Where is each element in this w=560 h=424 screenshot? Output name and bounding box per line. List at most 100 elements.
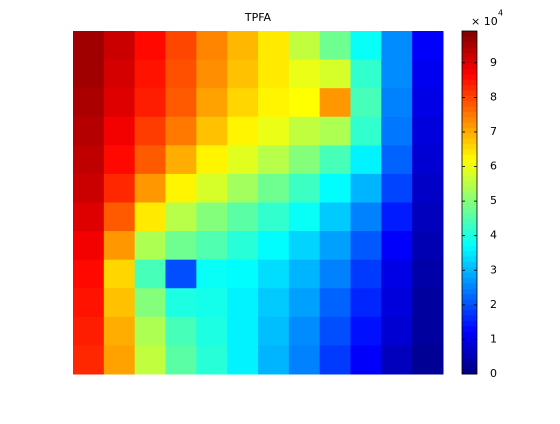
colorbar-swatch	[462, 272, 477, 279]
heatmap-cell	[319, 231, 351, 261]
heatmap-cell	[134, 202, 166, 232]
heatmap-cell	[412, 88, 444, 118]
heatmap-cell	[227, 316, 259, 346]
heatmap-cell	[258, 173, 290, 203]
heatmap-cell	[134, 316, 166, 346]
heatmap-cell	[288, 31, 321, 61]
heatmap-cell	[196, 345, 228, 375]
heatmap-cell	[196, 145, 228, 175]
heatmap-cell	[381, 173, 413, 203]
heatmap-cell	[73, 88, 105, 118]
heatmap-cell	[196, 288, 228, 318]
heatmap-cell	[196, 59, 228, 89]
heatmap-cell	[381, 259, 413, 289]
heatmap-cell	[134, 231, 166, 261]
heatmap-cell	[381, 116, 413, 146]
colorbar-swatch	[462, 31, 477, 37]
heatmap-cell	[165, 345, 197, 375]
chart-title: TPFA	[244, 11, 272, 24]
colorbar-swatch	[462, 186, 477, 193]
colorbar-swatch	[462, 41, 477, 48]
colorbar-swatch	[462, 288, 477, 295]
heatmap-cell	[412, 345, 444, 375]
heatmap-cell	[103, 316, 136, 346]
heatmap-cell	[288, 59, 321, 89]
colorbar-swatch	[462, 229, 477, 236]
heatmap-cell	[258, 259, 290, 289]
heatmap-cell	[227, 288, 259, 318]
colorbar-swatch	[462, 331, 477, 337]
heatmap-cell	[134, 145, 166, 175]
heatmap-cell	[412, 116, 444, 146]
heatmap-cell	[258, 288, 290, 318]
heatmap-cell	[350, 288, 382, 318]
heatmap-cell	[73, 59, 105, 89]
heatmap-cell	[381, 345, 413, 375]
colorbar-swatch	[462, 148, 477, 155]
colorbar-swatch	[462, 73, 477, 80]
colorbar-swatch	[462, 202, 477, 209]
colorbar-swatch	[462, 325, 477, 332]
colorbar-swatch	[462, 106, 477, 112]
heatmap-cell	[73, 231, 105, 261]
heatmap-cell	[73, 288, 105, 318]
heatmap-cell	[319, 59, 351, 89]
heatmap-cell	[381, 59, 413, 89]
heatmap-cell	[196, 316, 228, 346]
heatmap-cell	[103, 202, 136, 232]
heatmap-cell	[412, 173, 444, 203]
heatmap-cell	[350, 59, 382, 89]
heatmap-cell	[319, 316, 351, 346]
colorbar-tick-label: 3	[490, 263, 497, 276]
colorbar-swatch	[462, 170, 477, 177]
heatmap-cell	[381, 288, 413, 318]
heatmap-cell	[350, 345, 382, 375]
heatmap-cell	[165, 202, 197, 232]
colorbar-tick-label: 9	[490, 56, 497, 69]
heatmap-cell	[196, 259, 228, 289]
heatmap-cell	[319, 31, 351, 61]
colorbar-swatch	[462, 127, 477, 134]
heatmap-cell	[350, 173, 382, 203]
colorbar-swatch	[462, 57, 477, 64]
colorbar-swatch	[462, 240, 477, 246]
heatmap-cell	[288, 202, 321, 232]
heatmap-cell	[165, 59, 197, 89]
colorbar-swatch	[462, 245, 477, 252]
colorbar-swatch	[462, 363, 477, 370]
colorbar-swatch	[462, 47, 477, 53]
heatmap-cell	[227, 202, 259, 232]
heatmap-cell	[165, 231, 197, 261]
colorbar-swatch	[462, 159, 477, 166]
colorbar-swatch	[462, 100, 477, 107]
heatmap-cell	[288, 259, 321, 289]
heatmap-cell	[73, 345, 105, 375]
colorbar-tick-label: 8	[490, 90, 497, 103]
heatmap-cell	[350, 259, 382, 289]
heatmap-cell	[165, 145, 197, 175]
heatmap-cell	[134, 173, 166, 203]
heatmap-cell	[381, 88, 413, 118]
heatmap-cell	[288, 345, 321, 375]
heatmap-cell	[412, 288, 444, 318]
heatmap-cell	[258, 145, 290, 175]
heatmap-cell	[350, 202, 382, 232]
colorbar-tick-label: 0	[490, 367, 497, 380]
heatmap-cell	[134, 288, 166, 318]
colorbar-swatch	[462, 138, 477, 145]
heatmap-cell	[258, 202, 290, 232]
colorbar-swatch	[462, 277, 477, 284]
heatmap-cell	[103, 116, 136, 146]
colorbar-swatch	[462, 116, 477, 123]
heatmap-cell	[103, 288, 136, 318]
colorbar-swatch	[462, 250, 477, 257]
heatmap-cell	[73, 116, 105, 146]
heatmap-cell	[227, 116, 259, 146]
colorbar-swatch	[462, 282, 477, 289]
heatmap-cell	[350, 145, 382, 175]
colorbar-swatch	[462, 122, 477, 128]
heatmap-cell	[288, 145, 321, 175]
heatmap-cell	[258, 116, 290, 146]
heatmap-cell	[412, 231, 444, 261]
colorbar-swatch	[462, 181, 477, 187]
